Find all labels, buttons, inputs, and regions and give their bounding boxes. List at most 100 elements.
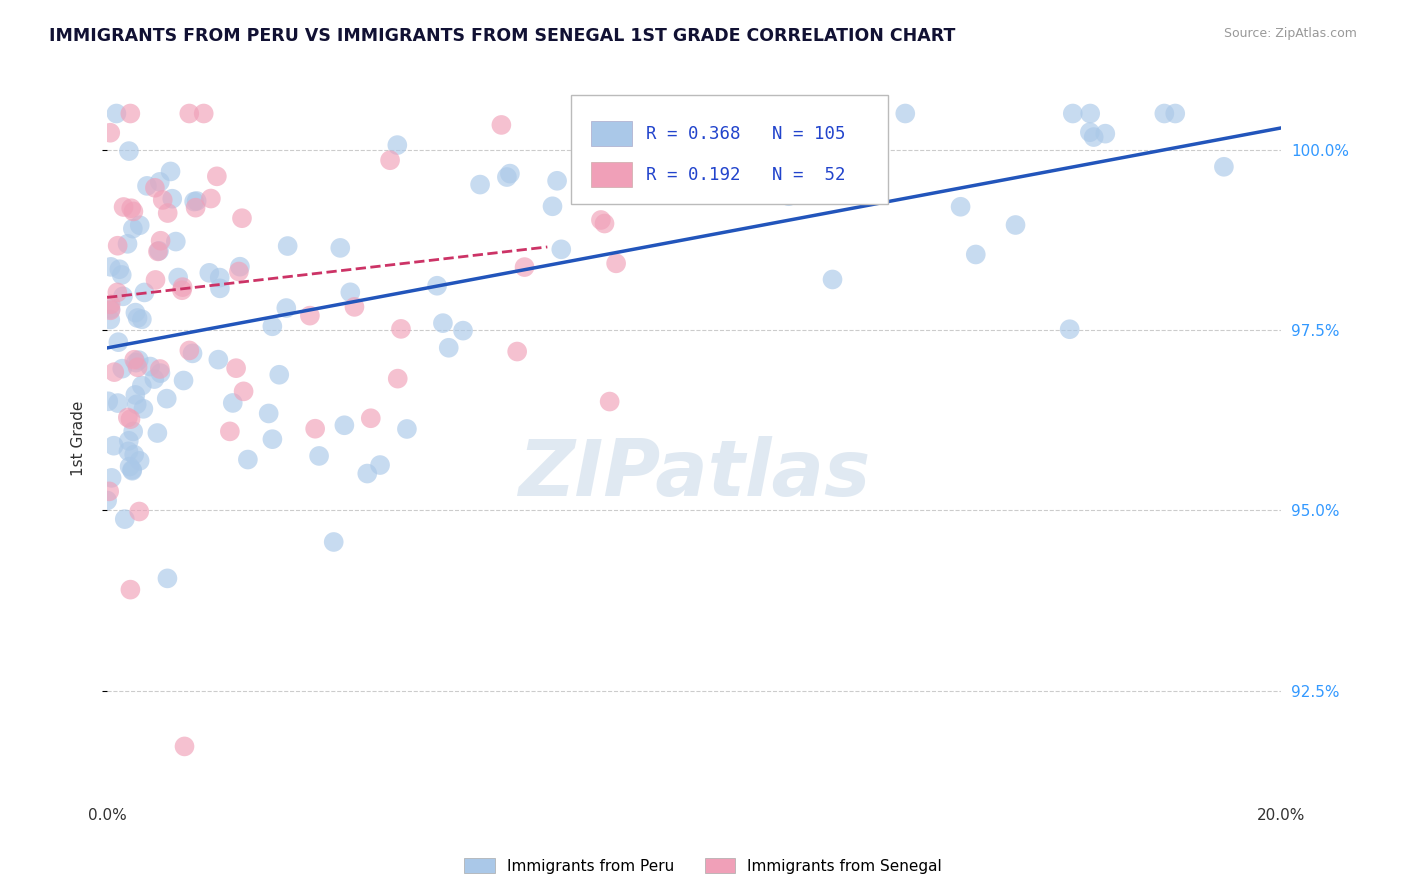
Point — [184, 201, 207, 215]
Point — [308, 449, 330, 463]
Point — [451, 324, 474, 338]
Point — [496, 169, 519, 184]
Point — [98, 126, 121, 140]
Point — [193, 106, 215, 120]
Point — [205, 169, 228, 184]
Point — [1094, 127, 1116, 141]
Point — [894, 106, 917, 120]
Point — [128, 218, 150, 232]
Point — [131, 378, 153, 392]
Point — [118, 459, 141, 474]
Point — [329, 241, 352, 255]
Point — [257, 407, 280, 421]
Point — [100, 303, 122, 318]
Point — [134, 285, 156, 300]
Text: R = 0.368   N = 105: R = 0.368 N = 105 — [645, 125, 845, 143]
Point — [262, 432, 284, 446]
Point — [339, 285, 361, 300]
Point — [152, 193, 174, 207]
Point — [378, 153, 401, 168]
Point — [269, 368, 291, 382]
Point — [121, 463, 143, 477]
Point — [207, 352, 229, 367]
Point — [179, 106, 201, 120]
Point — [389, 322, 412, 336]
Point — [173, 739, 195, 754]
Point — [156, 571, 179, 585]
Point — [499, 167, 522, 181]
Point — [200, 192, 222, 206]
Point — [149, 366, 172, 380]
Text: ZIPatlas: ZIPatlas — [517, 436, 870, 512]
Point — [112, 289, 135, 303]
Point — [156, 392, 179, 406]
Point — [368, 458, 391, 472]
Point — [120, 106, 142, 120]
Point — [298, 309, 321, 323]
Point — [208, 281, 231, 295]
Y-axis label: 1st Grade: 1st Grade — [72, 401, 86, 475]
Point — [125, 356, 148, 370]
Point — [132, 401, 155, 416]
Point — [121, 221, 143, 235]
Point — [170, 283, 193, 297]
Point — [186, 194, 208, 208]
Point — [117, 236, 139, 251]
Point — [432, 316, 454, 330]
Point — [148, 244, 170, 258]
Point — [118, 144, 141, 158]
Point — [127, 311, 149, 326]
Point — [165, 235, 187, 249]
FancyBboxPatch shape — [571, 95, 887, 203]
Point — [97, 394, 120, 409]
Point — [124, 388, 146, 402]
Point — [491, 118, 513, 132]
Point — [139, 359, 162, 374]
Point — [145, 273, 167, 287]
Point — [122, 425, 145, 439]
Point — [1164, 106, 1187, 120]
Point — [236, 452, 259, 467]
Point — [228, 264, 250, 278]
Point — [117, 444, 139, 458]
Point — [546, 174, 568, 188]
Point — [437, 341, 460, 355]
Point — [179, 343, 201, 358]
Point — [131, 312, 153, 326]
Point — [387, 138, 409, 153]
Point — [965, 247, 987, 261]
Point — [121, 464, 143, 478]
Point — [120, 201, 142, 215]
Point — [1083, 130, 1105, 145]
Point — [276, 301, 298, 315]
Point — [100, 260, 122, 274]
Point — [143, 372, 166, 386]
Point — [122, 204, 145, 219]
Point — [395, 422, 418, 436]
Point — [513, 260, 536, 274]
Point — [117, 410, 139, 425]
FancyBboxPatch shape — [591, 121, 631, 146]
Point — [128, 504, 150, 518]
Point — [506, 344, 529, 359]
Point — [143, 181, 166, 195]
Point — [181, 346, 204, 360]
Point — [146, 425, 169, 440]
Point — [208, 270, 231, 285]
Point — [149, 234, 172, 248]
Point — [120, 412, 142, 426]
Point — [343, 300, 366, 314]
Point — [262, 319, 284, 334]
Point — [125, 397, 148, 411]
Point — [173, 374, 195, 388]
Point — [356, 467, 378, 481]
Point — [124, 352, 146, 367]
Point — [550, 243, 572, 257]
Point — [128, 454, 150, 468]
Point — [333, 418, 356, 433]
Point — [591, 106, 613, 120]
Point — [100, 471, 122, 485]
Point — [103, 365, 125, 379]
Point — [124, 305, 146, 319]
Point — [1078, 125, 1101, 139]
